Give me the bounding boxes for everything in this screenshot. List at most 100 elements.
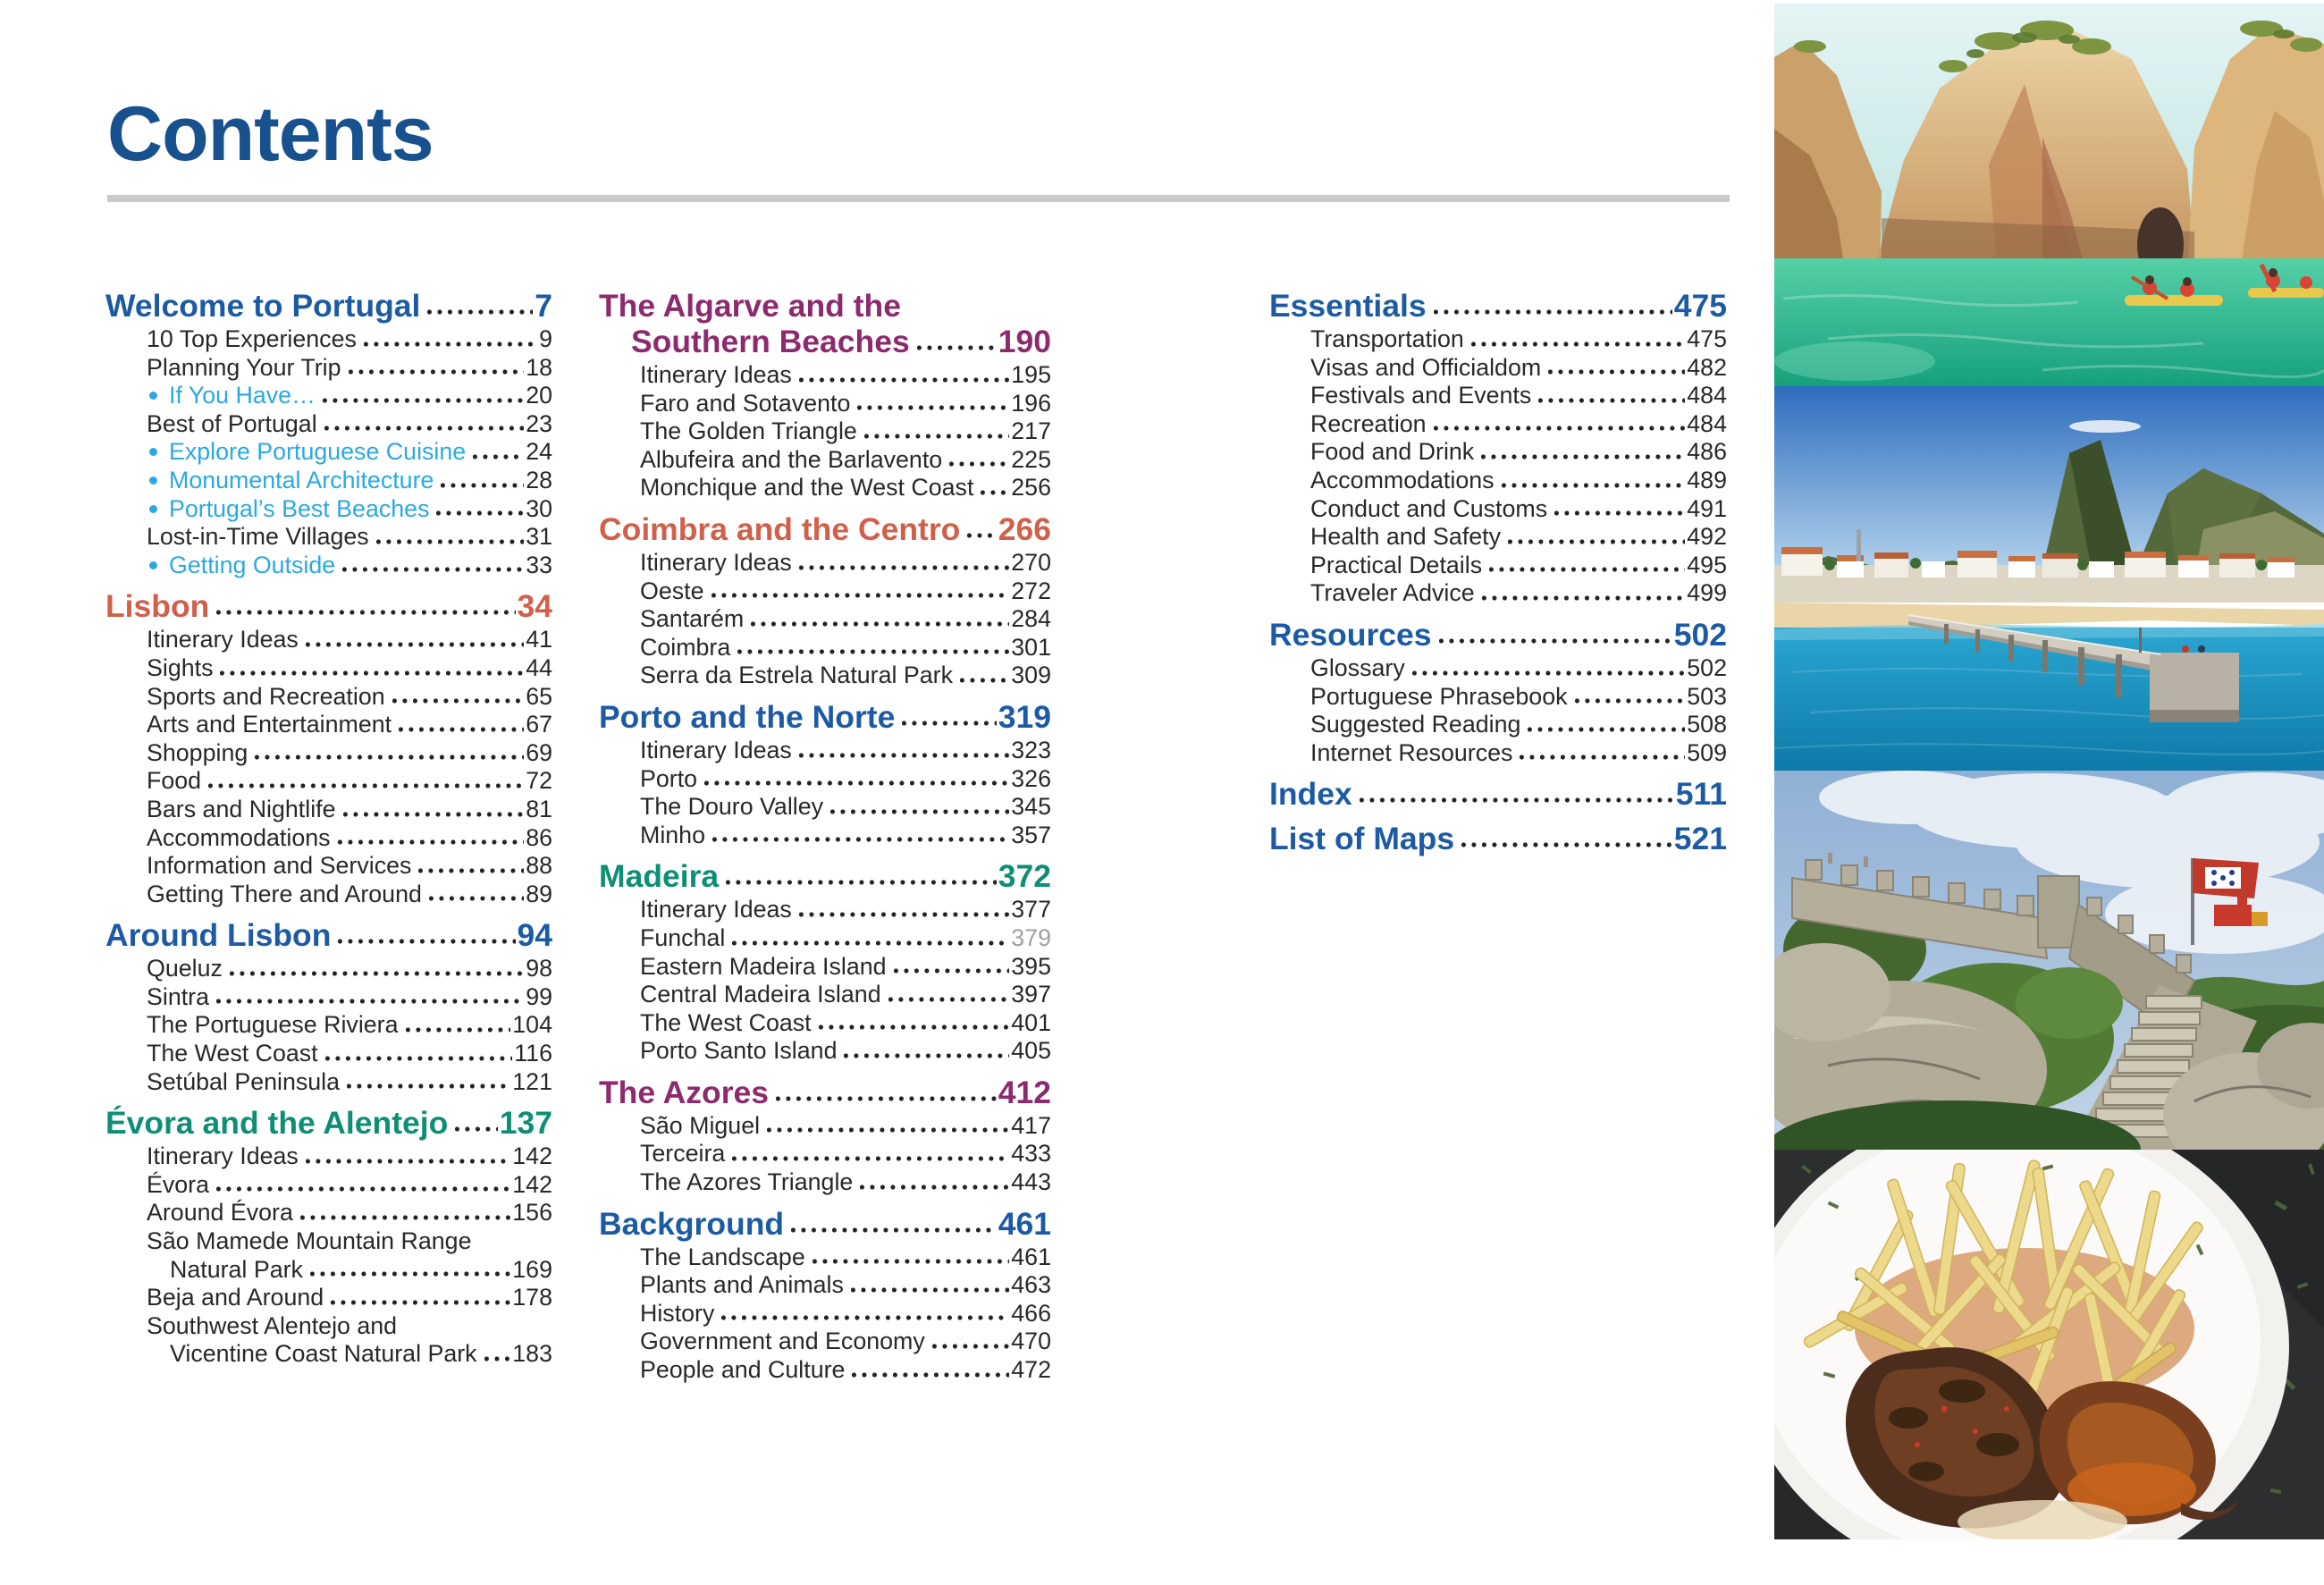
page-number: 272 [1011,577,1051,604]
section-heading-row: Index 511 [1269,776,1727,813]
toc-section-welcome: Welcome to Portugal 7 10 Top Experiences 9 P… [105,288,552,580]
dot-leader [818,1008,1010,1038]
section-title: The Algarve and the [599,288,901,324]
section-title: Around Lisbon [105,917,332,954]
entry-label: Santarém [640,605,745,633]
entry-label: Eastern Madeira Island [640,952,887,980]
entry-label: Government and Economy [640,1328,925,1355]
section-page-number: 319 [998,698,1051,735]
page-number: 484 [1687,382,1727,409]
section-page-number: 475 [1673,288,1727,324]
section-heading: Background 461 [599,1205,1051,1242]
page-number: 309 [1011,662,1051,689]
page-number: 503 [1687,682,1727,710]
algarve-cliffs-illustration [1774,4,2324,386]
dot-leader [726,858,997,895]
toc-entry: If You Have… 20 [105,382,552,410]
toc-column-1: Welcome to Portugal 7 10 Top Experiences 9 P… [105,288,552,1369]
dot-leader [229,955,525,983]
entry-label: Natural Park [170,1255,303,1283]
toc-entry: People and Culture 472 [599,1356,1051,1385]
page-number: 18 [526,353,552,381]
dot-leader [860,1168,1010,1197]
section-title: Madeira [599,858,720,895]
toc-entry: The Golden Triangle 217 [599,417,1051,446]
page-number: 417 [1011,1111,1051,1139]
title-rule [107,195,1730,202]
dot-leader [893,952,1010,982]
toc-section-coimbra-centro: Coimbra and the Centro 266 Itinerary Ideas… [599,510,1051,690]
toc-section-resources: Resources 502 Glossary 502 Portuguese Phrase… [1269,616,1727,768]
page-number: 397 [1011,981,1051,1008]
dot-leader [324,409,525,439]
entry-label: Lost-in-Time Villages [147,523,369,551]
page-number: 443 [1011,1168,1051,1196]
dot-leader [902,698,997,735]
entry-label: Getting Outside [169,551,336,578]
dot-leader [704,764,1010,794]
entry-label: Recreation [1310,409,1427,437]
page-number: 196 [1011,389,1051,417]
toc-entry: Setúbal Peninsula 121 [105,1067,552,1097]
photo-strip [1774,4,2324,1539]
dot-leader [931,1328,1010,1357]
section-title: Resources [1269,616,1432,653]
page-number: 502 [1687,653,1727,681]
entry-label: Bars and Nightlife [147,795,336,822]
toc-entry: The Douro Valley 345 [599,793,1051,822]
section-heading-row: Coimbra and the Centro 266 [599,510,1051,547]
photo-moorish-castle-sintra [1774,771,2324,1150]
entry-label: Itinerary Ideas [147,626,299,653]
entry-label: Porto [640,764,698,792]
chicken [1845,1347,2239,1539]
entry-label: Planning Your Trip [147,353,341,381]
section-title: List of Maps [1269,821,1455,857]
dot-leader [916,324,997,359]
entry-label: Itinerary Ideas [640,736,792,763]
castle-wall-illustration [1774,771,2324,1150]
toc-entry: Porto 326 [599,764,1051,794]
entry-label: Funchal [640,923,726,951]
section-heading: Coimbra and the Centro 266 [599,510,1051,547]
section-title: Southern Beaches [631,324,910,359]
bullet-icon [149,392,157,400]
dot-leader [812,1243,1010,1272]
section-heading-row: Porto and the Norte 319 [599,698,1051,735]
dot-leader [776,1074,997,1110]
page-number: 472 [1011,1356,1051,1384]
toc-entry: Queluz 98 [105,955,552,983]
page-number: 142 [512,1170,552,1198]
toc-entry: Itinerary Ideas 142 [105,1142,552,1171]
section-heading: The Algarve and the Southern Beaches 190 [599,288,1051,359]
dot-leader [324,1040,513,1068]
toc-entry: Conduct and Customs 491 [1269,494,1727,524]
toc-entry: Eastern Madeira Island 395 [599,952,1051,982]
toc-entry: 10 Top Experiences 9 [105,325,552,354]
dot-leader [960,662,1010,690]
page-number: 195 [1011,361,1051,388]
dot-leader [1501,466,1686,495]
page-number: 405 [1011,1037,1051,1065]
page-number: 345 [1011,793,1051,821]
toc-entry: Portugal’s Best Beaches 30 [105,494,552,524]
toc-entry: The Azores Triangle 443 [599,1168,1051,1197]
page-number: 9 [539,325,552,352]
dot-leader [732,1140,1010,1169]
dot-leader [798,361,1010,390]
dot-leader [1528,711,1686,739]
toc-entry: Food 72 [105,767,552,796]
dot-leader [737,633,1010,662]
toc-entry: Visas and Officialdom 482 [1269,353,1727,383]
dot-leader [347,1067,511,1097]
bullet-icon [149,448,157,457]
dot-leader [1481,579,1686,608]
toc-entry: Sintra 99 [105,982,552,1012]
page-number: 86 [526,823,552,851]
entry-label: Visas and Officialdom [1310,353,1542,381]
section-page-number: 137 [499,1105,552,1142]
page-number: 65 [526,682,552,710]
dot-leader [1554,494,1686,524]
dot-leader [331,1284,511,1312]
section-page-number: 7 [535,288,552,324]
